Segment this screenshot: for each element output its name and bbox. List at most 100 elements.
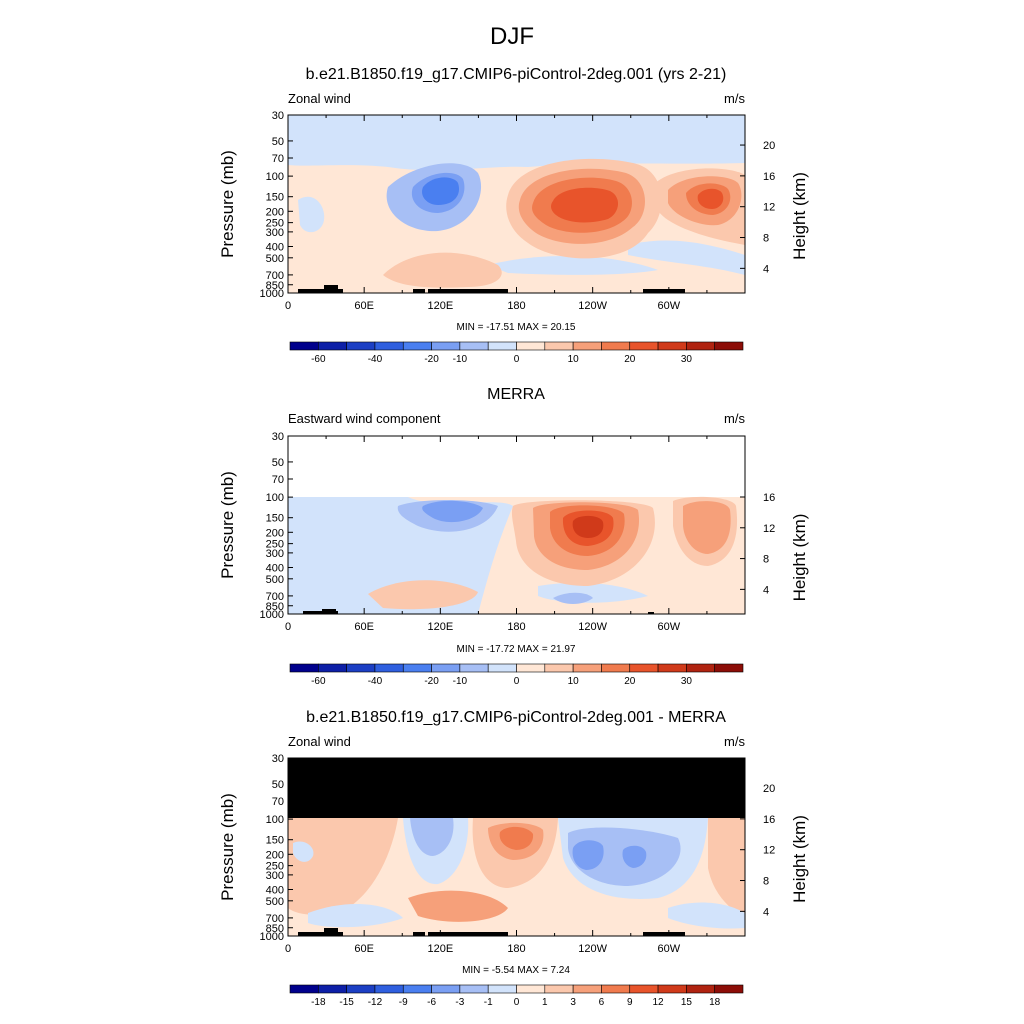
colorbar-label: -10 xyxy=(453,354,468,365)
y-tick-label: 850 xyxy=(266,280,284,292)
y-tick-label: 250 xyxy=(266,218,284,230)
colorbar-swatch xyxy=(544,984,574,994)
colorbar-swatch xyxy=(487,341,517,351)
y-tick-label: 50 xyxy=(272,779,284,791)
y-axis-title: Pressure (mb) xyxy=(218,150,237,258)
x-tick-label: 120E xyxy=(427,300,453,312)
colorbar-swatch xyxy=(516,341,546,351)
panel-3-negative-bias-east-low xyxy=(668,902,745,929)
colorbar-swatch xyxy=(544,663,574,673)
y-tick-label: 250 xyxy=(266,539,284,551)
colorbar-label: 0 xyxy=(514,997,520,1008)
colorbar-swatch xyxy=(714,341,744,351)
y-tick-label: 250 xyxy=(266,861,284,873)
colorbar-label: 10 xyxy=(568,676,580,687)
panel-3-positive-bias-east xyxy=(708,818,745,918)
y-tick-label: 100 xyxy=(266,814,284,826)
height-tick-label: 4 xyxy=(763,906,769,918)
x-tick-label: 180 xyxy=(507,621,525,633)
y-tick-label: 400 xyxy=(266,241,284,253)
colorbar-swatch xyxy=(657,984,687,994)
colorbar-label: -18 xyxy=(311,997,326,1008)
colorbar-swatch xyxy=(346,341,376,351)
colorbar-label: 3 xyxy=(570,997,576,1008)
colorbar-label: -60 xyxy=(311,676,326,687)
colorbar-label: -10 xyxy=(453,676,468,687)
panel-3-negative-bias-core-2 xyxy=(622,845,647,868)
height-tick-label: 12 xyxy=(763,523,775,535)
colorbar-label: 18 xyxy=(709,997,721,1008)
colorbar-label: 0 xyxy=(514,354,520,365)
y-tick-label: 30 xyxy=(272,431,284,443)
panel-2-low-westerly xyxy=(368,580,478,610)
y-tick-label: 700 xyxy=(266,591,284,603)
panel-1-easterly-core-strong xyxy=(422,177,460,205)
colorbar-swatch xyxy=(459,663,489,673)
height-axis-title: Height (km) xyxy=(790,172,809,260)
height-tick-label: 4 xyxy=(763,584,769,596)
x-tick-label: 0 xyxy=(285,621,291,633)
x-tick-label: 60W xyxy=(658,300,681,312)
x-tick-label: 60E xyxy=(354,621,374,633)
colorbar-swatch xyxy=(402,341,432,351)
y-tick-label: 500 xyxy=(266,574,284,586)
panel-3-colorbar: -18 -15 -12 -9 -6 -3 -1 0 1 3 6 9 12 15 18 xyxy=(289,984,744,1008)
height-tick-label: 8 xyxy=(763,554,769,566)
y-tick-label: 1000 xyxy=(260,931,284,943)
x-tick-label: 120W xyxy=(578,300,607,312)
x-tick-label: 180 xyxy=(507,943,525,955)
y-tick-label: 30 xyxy=(272,753,284,765)
colorbar-swatch xyxy=(487,663,517,673)
colorbar-swatch xyxy=(289,341,319,351)
y-tick-label: 70 xyxy=(272,153,284,165)
panel-2: MERRA Eastward wind component m/s xyxy=(218,386,809,687)
colorbar-label: 10 xyxy=(568,354,580,365)
panel-3-masked-region xyxy=(288,758,745,818)
colorbar-swatch xyxy=(516,984,546,994)
colorbar-label: -20 xyxy=(424,676,439,687)
colorbar-swatch xyxy=(572,663,602,673)
colorbar-swatch xyxy=(629,341,659,351)
y-tick-label: 100 xyxy=(266,171,284,183)
panel-2-lower-easterly-core xyxy=(553,592,593,604)
panel-1-heading: b.e21.B1850.f19_g17.CMIP6-piControl-2deg… xyxy=(306,66,727,83)
colorbar-swatch xyxy=(657,341,687,351)
figure-title: DJF xyxy=(490,23,534,50)
colorbar-swatch xyxy=(544,341,574,351)
colorbar-swatch xyxy=(374,663,404,673)
colorbar-swatch xyxy=(686,663,715,673)
y-tick-label: 70 xyxy=(272,796,284,808)
y-tick-label: 400 xyxy=(266,562,284,574)
height-tick-label: 16 xyxy=(763,171,775,183)
colorbar-label: -1 xyxy=(484,997,493,1008)
height-axis-title: Height (km) xyxy=(790,514,809,602)
x-tick-label: 120E xyxy=(427,943,453,955)
panel-2-field-label: Eastward wind component xyxy=(288,411,441,426)
panel-1-low-westerly xyxy=(383,252,502,288)
height-tick-label: 12 xyxy=(763,202,775,214)
colorbar-swatch xyxy=(289,663,319,673)
panel-1-pacific-low-easterly xyxy=(628,240,745,275)
panel-2-stats: MIN = -17.72 MAX = 21.97 xyxy=(457,644,576,655)
colorbar-swatch xyxy=(346,984,376,994)
colorbar-swatch xyxy=(374,341,404,351)
height-tick-label: 12 xyxy=(763,845,775,857)
colorbar-label: -12 xyxy=(368,997,383,1008)
panel-2-no-data-region xyxy=(288,436,745,497)
panel-3-units: m/s xyxy=(724,734,745,749)
colorbar-label: 30 xyxy=(681,676,693,687)
colorbar-swatch xyxy=(572,984,602,994)
y-tick-label: 200 xyxy=(266,206,284,218)
panel-1-upper-easterlies xyxy=(288,115,745,171)
y-tick-label: 30 xyxy=(272,110,284,122)
x-tick-label: 0 xyxy=(285,943,291,955)
colorbar-label: -40 xyxy=(368,354,383,365)
colorbar-label: 0 xyxy=(514,676,520,687)
panel-2-units: m/s xyxy=(724,411,745,426)
colorbar-swatch xyxy=(346,663,376,673)
y-tick-label: 500 xyxy=(266,896,284,908)
height-tick-label: 16 xyxy=(763,492,775,504)
y-tick-label: 1000 xyxy=(260,288,284,300)
colorbar-swatch xyxy=(318,663,347,673)
y-tick-label: 100 xyxy=(266,492,284,504)
